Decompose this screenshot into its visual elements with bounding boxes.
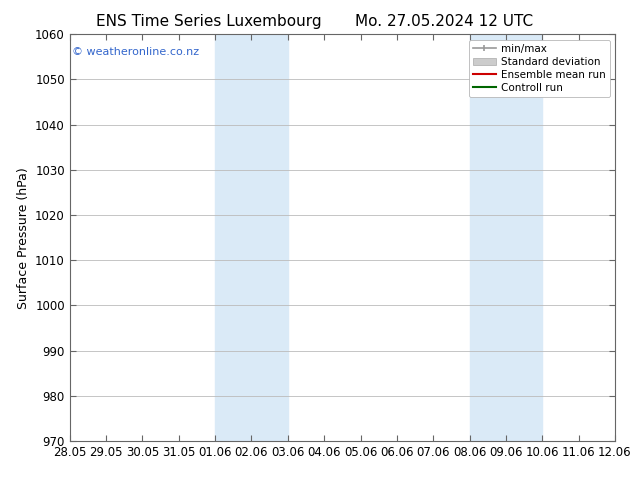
Text: ENS Time Series Luxembourg: ENS Time Series Luxembourg	[96, 14, 322, 29]
Bar	[252, 34, 288, 441]
Legend: min/max, Standard deviation, Ensemble mean run, Controll run: min/max, Standard deviation, Ensemble me…	[469, 40, 610, 97]
Bar	[215, 34, 252, 441]
Y-axis label: Surface Pressure (hPa): Surface Pressure (hPa)	[16, 167, 30, 309]
Text: © weatheronline.co.nz: © weatheronline.co.nz	[72, 47, 200, 56]
Bar	[506, 34, 542, 441]
Bar	[470, 34, 506, 441]
Text: Mo. 27.05.2024 12 UTC: Mo. 27.05.2024 12 UTC	[355, 14, 533, 29]
